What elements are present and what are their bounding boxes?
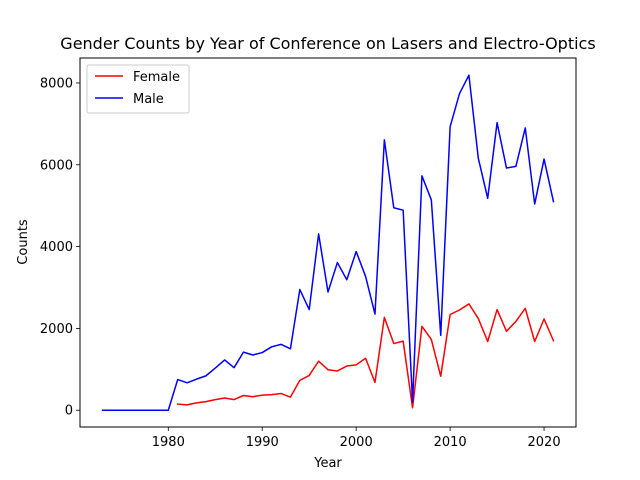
y-tick-label: 4000 bbox=[40, 240, 73, 255]
series-line-female bbox=[176, 303, 555, 409]
x-tick-label: 2010 bbox=[434, 435, 467, 450]
legend: Female Male bbox=[86, 64, 190, 114]
chart-title: Gender Counts by Year of Conference on L… bbox=[60, 34, 595, 53]
legend-male-label: Male bbox=[133, 92, 164, 107]
y-tick-label: 0 bbox=[65, 404, 73, 419]
x-tick-label: 2020 bbox=[528, 435, 561, 450]
y-axis-label: Counts bbox=[16, 219, 31, 265]
y-axis-ticks: 0 2000 4000 6000 8000 bbox=[40, 76, 80, 419]
axes-frame bbox=[79, 57, 577, 428]
legend-box bbox=[86, 64, 190, 114]
x-axis-label: Year bbox=[313, 456, 342, 471]
plot-area bbox=[101, 74, 555, 411]
x-tick-label: 1980 bbox=[152, 435, 185, 450]
y-tick-label: 6000 bbox=[40, 158, 73, 173]
x-axis-ticks: 1980 1990 2000 2010 2020 bbox=[152, 427, 561, 450]
y-tick-label: 2000 bbox=[40, 322, 73, 337]
x-tick-label: 1990 bbox=[246, 435, 279, 450]
legend-female-label: Female bbox=[133, 70, 180, 85]
series-line-male bbox=[101, 74, 555, 411]
x-tick-label: 2000 bbox=[340, 435, 373, 450]
y-tick-label: 8000 bbox=[40, 76, 73, 91]
